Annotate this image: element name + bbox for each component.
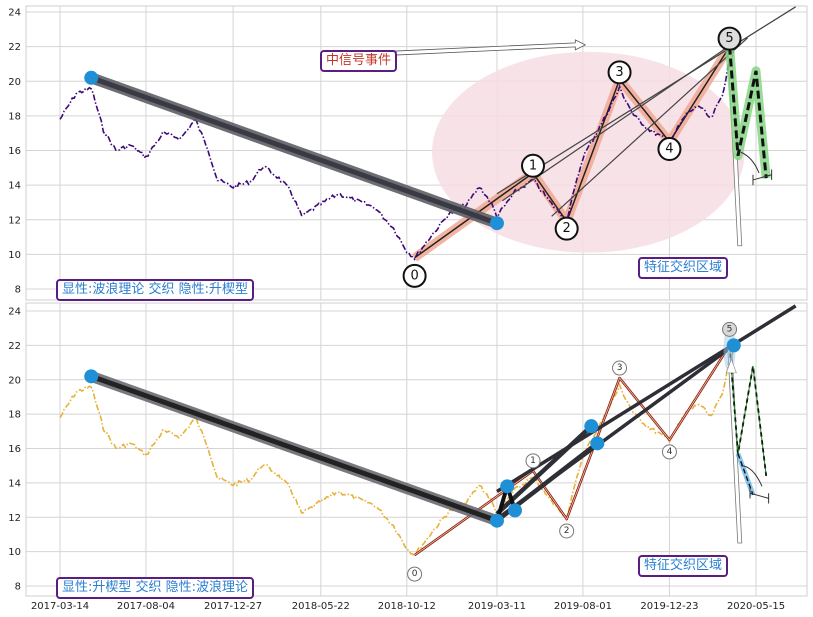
- zone-annotation-bottom: 特征交织区域: [638, 555, 729, 577]
- projection-arc: [740, 465, 763, 487]
- y-tick-label: 20: [8, 375, 21, 386]
- y-tick-label: 18: [8, 111, 21, 122]
- anchor-marker: [489, 216, 504, 231]
- wave-label: 3: [615, 65, 623, 80]
- projection-arc: [740, 151, 760, 174]
- y-tick-label: 8: [15, 285, 21, 296]
- wave-label: 2: [564, 526, 570, 536]
- x-tick-label: 2017-12-27: [204, 601, 262, 612]
- x-tick-label: 2019-12-23: [640, 601, 698, 612]
- wave-label-circle: [402, 263, 427, 288]
- wave-label: 3: [617, 363, 623, 373]
- y-tick-label: 24: [8, 307, 21, 318]
- wave-label-circle: [717, 26, 742, 51]
- wave-label: 5: [727, 324, 733, 334]
- y-tick-label: 20: [8, 77, 21, 88]
- wave-line: [414, 46, 731, 259]
- wedge-marker: [584, 419, 599, 434]
- y-tick-label: 10: [8, 250, 21, 261]
- wave-label: 0: [412, 569, 418, 579]
- wave-label: 1: [529, 158, 537, 173]
- wedge-marker: [489, 513, 504, 528]
- trend-line: [90, 75, 498, 226]
- wave-label-circle: [559, 523, 575, 539]
- y-tick-label: 12: [8, 513, 21, 524]
- x-tick-label: 2018-05-22: [292, 601, 350, 612]
- wave-label-circle: [407, 566, 423, 582]
- forecast-line: [728, 46, 768, 179]
- y-tick-label: 16: [8, 444, 21, 455]
- wave-label: 0: [410, 268, 418, 283]
- anchor-marker: [84, 70, 99, 85]
- wave-label: 5: [725, 31, 733, 46]
- y-tick-label: 22: [8, 341, 21, 352]
- price-series: [59, 49, 735, 261]
- x-tick-label: 2019-08-01: [554, 601, 612, 612]
- peak-arrowhead: [725, 358, 737, 374]
- wedge-line: [496, 304, 797, 493]
- y-tick-label: 14: [8, 478, 21, 489]
- x-tick-label: 2017-03-14: [31, 601, 89, 612]
- plot-area: [25, 302, 808, 597]
- wave-label: 1: [530, 456, 536, 466]
- caption-bottom: 显性:升楔型 交织 隐性:波浪理论: [56, 577, 255, 599]
- x-tick-label: 2019-03-11: [468, 601, 526, 612]
- caption-top: 显性:波浪理论 交织 隐性:升楔型: [56, 279, 255, 301]
- event-annotation-top: 中信号事件: [320, 50, 398, 72]
- x-tick-label: 2020-05-15: [727, 601, 785, 612]
- wave-label-circle: [661, 444, 677, 460]
- y-tick-label: 18: [8, 410, 21, 421]
- wave-label: 2: [563, 221, 571, 236]
- top-panel-marks: 0 1 2 3 4 5: [59, 6, 796, 288]
- y-tick-label: 16: [8, 146, 21, 157]
- bottom-panel-marks: 0 1 2 3 4 5: [59, 304, 797, 582]
- y-tick-label: 24: [8, 8, 21, 19]
- forecast-blue: [737, 453, 754, 496]
- wave-label: 4: [667, 447, 673, 457]
- price-series: [59, 348, 735, 558]
- anchor-marker: [84, 369, 99, 384]
- wave-label-circle: [722, 321, 738, 337]
- trend-line: [90, 373, 498, 524]
- wave-label: 4: [665, 142, 673, 157]
- wave-label-circle: [657, 137, 682, 162]
- projection-bracket: [749, 488, 770, 504]
- channel-line: [496, 6, 796, 195]
- y-tick-label: 12: [8, 215, 21, 226]
- channel-line: [551, 37, 748, 217]
- wedge-marker: [590, 436, 605, 451]
- x-tick-label: 2018-10-12: [378, 601, 436, 612]
- wave-label-circle: [525, 453, 541, 469]
- projection-bracket: [752, 169, 773, 186]
- y-tick-label: 8: [15, 582, 21, 593]
- wave-label-circle: [554, 216, 579, 241]
- event-arrow: [384, 39, 587, 56]
- wave-label-circle: [521, 153, 546, 178]
- y-tick-label: 10: [8, 547, 21, 558]
- y-tick-label: 22: [8, 42, 21, 53]
- wave-label-circle: [607, 60, 632, 85]
- wave-label-circle: [612, 360, 628, 376]
- y-tick-label: 14: [8, 181, 21, 192]
- wedge-marker: [500, 479, 515, 494]
- forecast-green: [729, 345, 767, 477]
- x-tick-label: 2017-08-04: [117, 601, 175, 612]
- wedge-marker: [507, 503, 522, 518]
- wedge-marker: [726, 338, 741, 353]
- zone-annotation-top: 特征交织区域: [638, 257, 729, 279]
